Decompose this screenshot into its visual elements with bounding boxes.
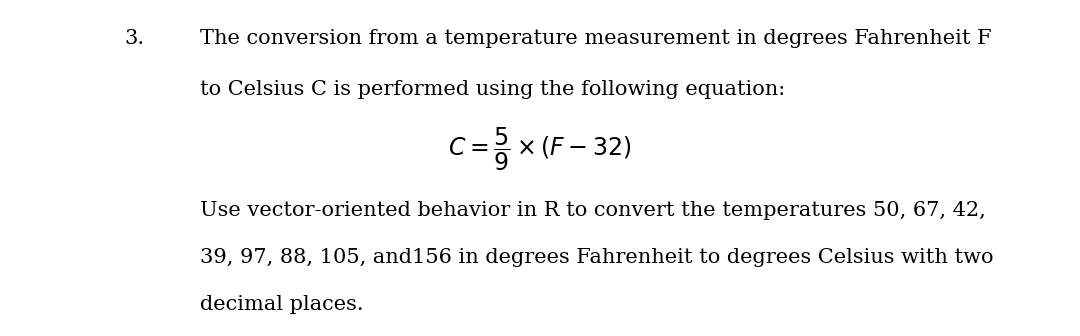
Text: 39, 97, 88, 105, and156 in degrees Fahrenheit to degrees Celsius with two: 39, 97, 88, 105, and156 in degrees Fahre… xyxy=(200,248,994,266)
Text: 3.: 3. xyxy=(124,29,145,48)
Text: Use vector-oriented behavior in R to convert the temperatures 50, 67, 42,: Use vector-oriented behavior in R to con… xyxy=(200,201,986,219)
Text: $C=\dfrac{5}{9}\times(F-32)$: $C=\dfrac{5}{9}\times(F-32)$ xyxy=(448,126,632,173)
Text: The conversion from a temperature measurement in degrees Fahrenheit F: The conversion from a temperature measur… xyxy=(200,29,991,48)
Text: decimal places.: decimal places. xyxy=(200,295,364,313)
Text: to Celsius C is performed using the following equation:: to Celsius C is performed using the foll… xyxy=(200,80,785,98)
